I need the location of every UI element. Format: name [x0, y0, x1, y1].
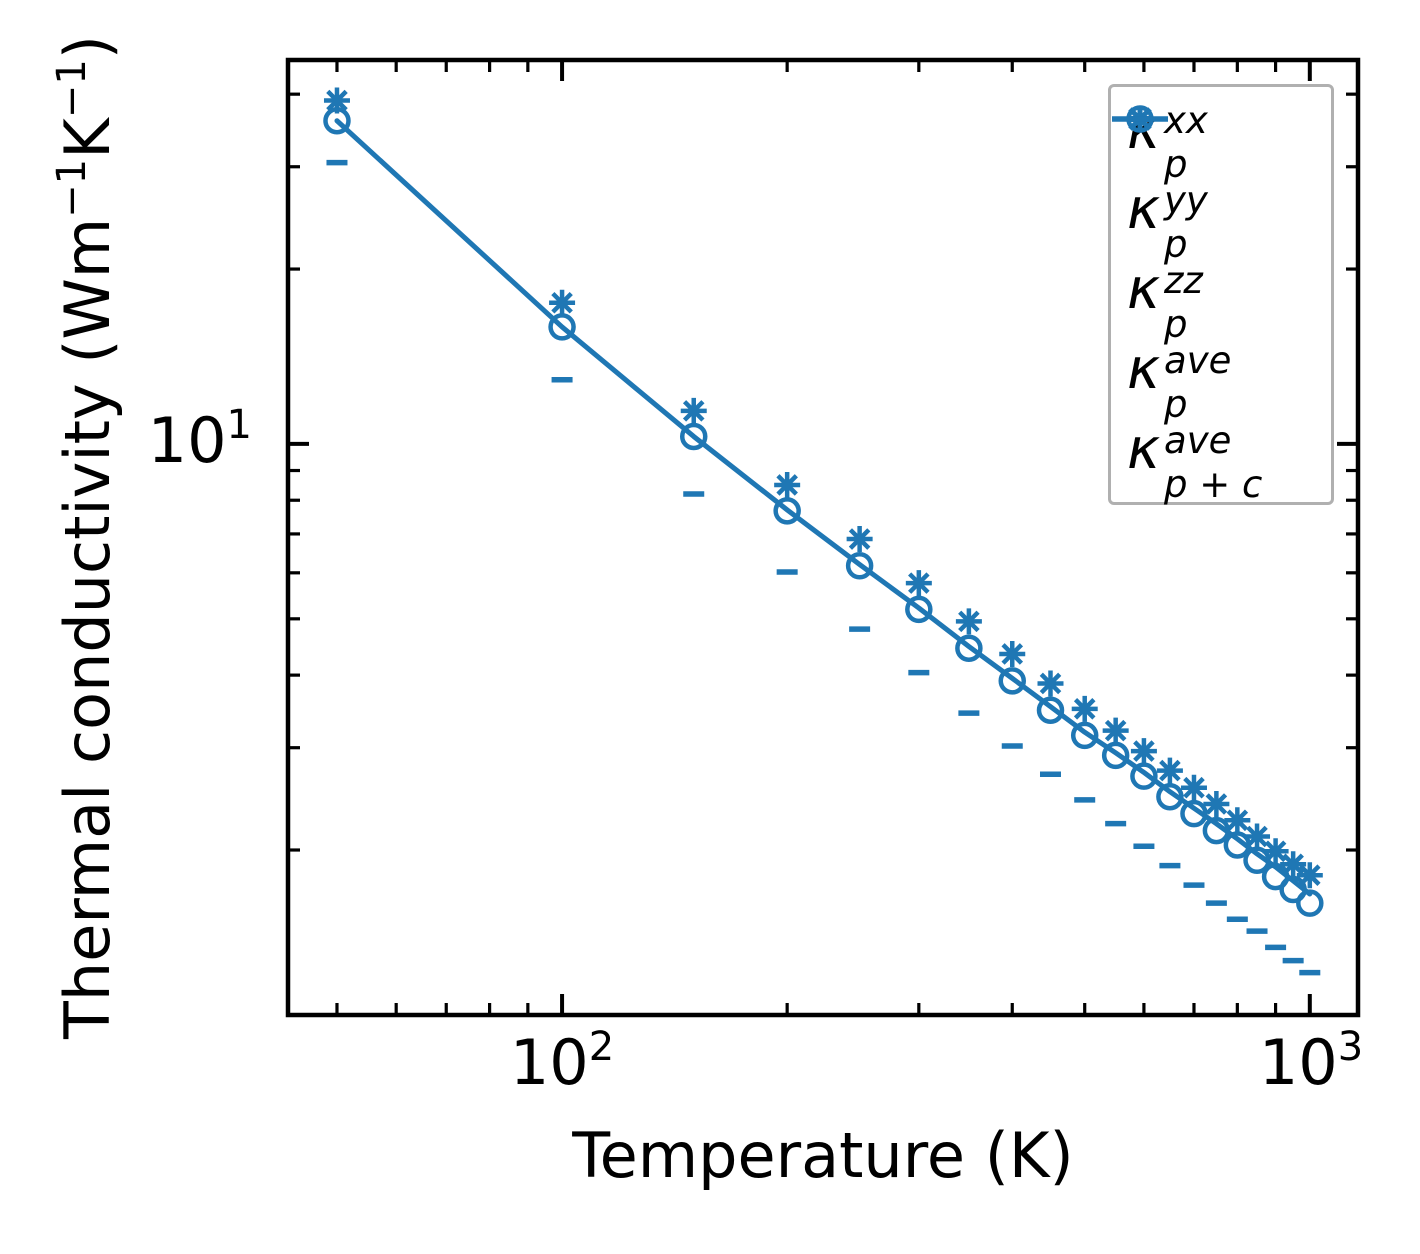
- kappa_p_yy-marker: [1039, 672, 1062, 695]
- legend-label-kappa-zz: κ zz p: [1127, 250, 1203, 343]
- kappa_p_yy-marker: [326, 89, 348, 112]
- kappa-symbol: κ: [1127, 337, 1161, 402]
- x-tick-label-1000: 103: [1231, 1027, 1391, 1094]
- y-axis-label-mid: K: [50, 118, 124, 159]
- kappa_p_ave-marker: [955, 634, 983, 662]
- kappa_p_ave-marker: [1130, 762, 1158, 790]
- superscript: yy: [1164, 178, 1208, 222]
- y-tick-10-exponent: 1: [226, 402, 252, 448]
- kappa_p_ave-marker: [998, 667, 1026, 695]
- subscript: p: [1164, 382, 1188, 426]
- kappa_p_yy-marker: [958, 610, 980, 633]
- kappa_p_ave-marker: [1101, 741, 1130, 770]
- legend-entry-kappa-ave: κ ave p: [1111, 105, 1331, 423]
- kappa_p_yy-marker: [1073, 698, 1096, 720]
- legend: κ xx p κ yy p κ zz p κ ave p κ ave p + c: [1108, 84, 1334, 505]
- plot-spines: [285, 57, 1361, 1018]
- kappa_p_ave-marker: [1036, 696, 1065, 725]
- kappa_p_ave-marker: [1243, 846, 1271, 875]
- subscript: p: [1164, 142, 1188, 186]
- kappa_p_yy-marker: [1133, 740, 1155, 762]
- legend-label-kappa-p-plus-c: κ ave p + c: [1127, 410, 1262, 503]
- y-axis-label-exp2: −1: [48, 59, 95, 119]
- y-axis-label-exp1: −1: [48, 158, 95, 218]
- x-tick-1000-base: 10: [1258, 1026, 1338, 1099]
- kappa_p_yy-marker: [682, 400, 705, 422]
- legend-label-kappa-yy: κ yy p: [1127, 170, 1208, 263]
- legend-label-kappa-ave: κ ave p: [1127, 330, 1232, 423]
- x-tick-1000-exponent: 3: [1337, 1024, 1364, 1070]
- kappa_p_ave-marker: [773, 497, 801, 525]
- kappa-symbol: κ: [1127, 177, 1161, 242]
- kappa-symbol: κ: [1127, 257, 1161, 322]
- kappa_p_yy-marker: [1104, 719, 1127, 742]
- kappa_p_yy-marker: [776, 474, 798, 496]
- superscript: zz: [1164, 258, 1203, 302]
- kappa-symbol: κ: [1127, 417, 1161, 482]
- line-marker-icon: [1112, 116, 1168, 122]
- kappa_p_yy-marker: [908, 572, 930, 594]
- subscript: p + c: [1164, 462, 1263, 506]
- y-axis-label-close: ): [50, 35, 124, 60]
- kappa_p_yy-marker: [1001, 643, 1024, 665]
- kappa_p_ave-marker: [1261, 862, 1290, 891]
- subscript: p: [1164, 222, 1188, 266]
- kappa_p_yy-marker: [1246, 825, 1268, 848]
- kappa_p_ave-marker: [845, 552, 874, 580]
- kappa_p_yy-marker: [1183, 776, 1205, 799]
- legend-entry-kappa-zz: κ zz p: [1111, 116, 1331, 343]
- legend-entry-kappa-p-plus-c: κ ave p + c: [1111, 116, 1331, 503]
- kappa_p_ave-marker: [1156, 783, 1184, 811]
- kappa_p_ave-marker: [323, 106, 351, 135]
- y-tick-label-10: 101: [140, 405, 252, 472]
- kappa_p_ave-marker: [679, 422, 708, 451]
- superscript: ave: [1164, 338, 1232, 382]
- kappa_p_yy-marker: [848, 528, 871, 550]
- x-tick-100-exponent: 2: [588, 1024, 615, 1070]
- kappa_p_ave-marker: [1070, 721, 1099, 750]
- kappa_p_ave-marker: [1202, 816, 1231, 845]
- legend-entry-kappa-yy: κ yy p: [1111, 107, 1331, 263]
- kappa_p_ave-marker: [1279, 875, 1307, 904]
- kappa_p_ave-marker: [1296, 889, 1324, 917]
- y-tick-10-base: 10: [147, 404, 227, 477]
- kappa_p_ave-marker: [548, 313, 576, 341]
- superscript: xx: [1164, 98, 1208, 142]
- subscript: p: [1164, 302, 1188, 346]
- kappa_p_ave-marker: [905, 595, 933, 624]
- y-axis-label-text: Thermal conductivity (Wm: [50, 217, 124, 1039]
- superscript: ave: [1164, 418, 1232, 462]
- x-tick-100-base: 10: [509, 1026, 589, 1099]
- y-axis-label: Thermal conductivity (Wm−1K−1): [49, 35, 124, 1039]
- x-axis-label: Temperature (K): [572, 1119, 1074, 1192]
- kappa_p_yy-marker: [1226, 809, 1249, 832]
- kappa_p_ave-marker: [1180, 799, 1208, 828]
- kappa_p_ave-marker: [1223, 831, 1252, 859]
- kappa_p_yy-marker: [1205, 793, 1228, 815]
- x-tick-label-100: 102: [482, 1027, 642, 1094]
- kappa_p_yy-marker: [551, 291, 573, 314]
- kappa_p_yy-marker: [1159, 759, 1181, 782]
